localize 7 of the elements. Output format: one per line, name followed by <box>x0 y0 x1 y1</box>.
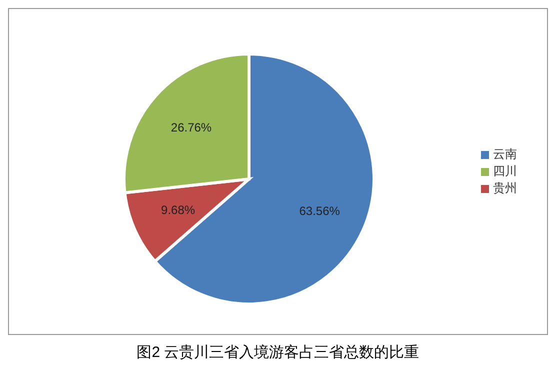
data-label: 26.76% <box>170 120 212 134</box>
data-label: 9.68% <box>161 203 196 218</box>
legend-label: 云南 <box>493 147 517 161</box>
legend-label: 四川 <box>493 164 517 178</box>
text: 图2 云贵川三省入境游客占三省总数的比重 <box>136 343 420 362</box>
data-label: 63.56% <box>299 204 340 218</box>
legend-label: 贵州 <box>493 181 517 195</box>
